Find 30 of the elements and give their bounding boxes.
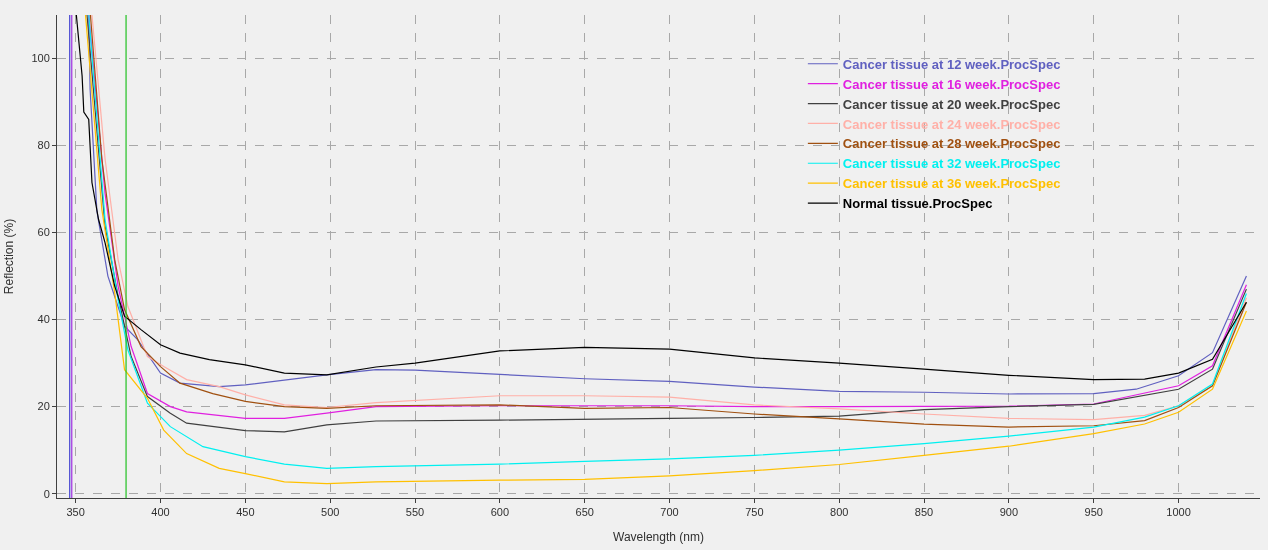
x-tick-label: 400 xyxy=(151,506,170,519)
x-tick-label: 600 xyxy=(490,506,510,519)
x-tick-label: 900 xyxy=(999,506,1019,519)
legend-label: Cancer tissue at 12 week.ProcSpec xyxy=(842,56,1061,72)
x-tick-label: 350 xyxy=(66,506,85,519)
x-tick-label: 750 xyxy=(745,506,764,519)
y-tick-label: 100 xyxy=(31,52,50,65)
y-tick-label: 40 xyxy=(37,313,50,326)
y-tick-label: 20 xyxy=(37,400,50,413)
x-tick-label: 500 xyxy=(321,506,340,519)
x-tick-label: 550 xyxy=(405,506,425,519)
x-tick-label: 700 xyxy=(660,506,679,519)
legend-label: Normal tissue.ProcSpec xyxy=(842,196,993,212)
y-axis-title: Reflection (%) xyxy=(1,218,16,295)
legend-label: Cancer tissue at 20 week.ProcSpec xyxy=(842,96,1061,112)
x-axis-title: Wavelength (nm) xyxy=(613,530,704,545)
legend-label: Cancer tissue at 16 week.ProcSpec xyxy=(842,76,1061,92)
legend-label: Cancer tissue at 36 week.ProcSpec xyxy=(842,176,1061,192)
legend-label: Cancer tissue at 24 week.ProcSpec xyxy=(842,116,1061,132)
y-tick-label: 0 xyxy=(43,487,50,500)
y-tick-label: 60 xyxy=(37,226,50,239)
legend-label: Cancer tissue at 32 week.ProcSpec xyxy=(842,156,1061,172)
x-tick-label: 650 xyxy=(575,506,594,519)
x-tick-label: 950 xyxy=(1084,506,1103,519)
x-tick-label: 850 xyxy=(914,506,934,519)
x-tick-label: 450 xyxy=(236,506,255,519)
legend-label: Cancer tissue at 28 week.ProcSpec xyxy=(842,136,1061,152)
x-tick-label: 800 xyxy=(830,506,849,519)
x-tick-label: 1000 xyxy=(1166,506,1191,519)
y-tick-label: 80 xyxy=(37,139,50,152)
